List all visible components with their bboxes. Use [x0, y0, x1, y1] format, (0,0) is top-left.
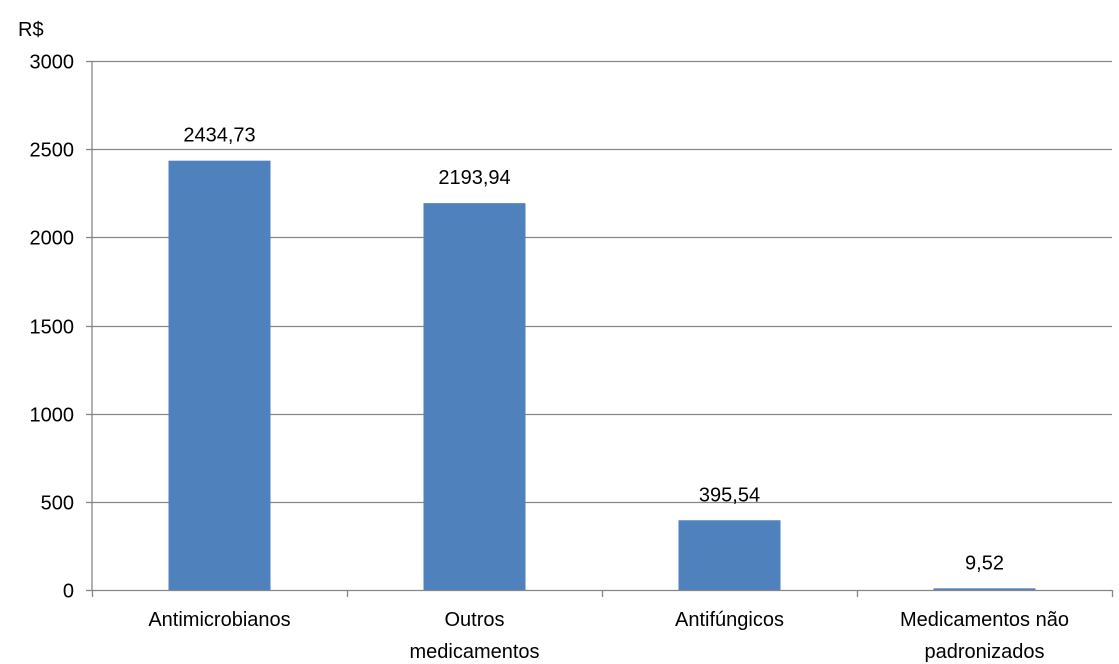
data-label: 2434,73 — [183, 125, 255, 147]
y-tick-label: 2000 — [30, 228, 75, 250]
y-tick-label: 500 — [41, 493, 74, 515]
y-axis-unit-label: R$ — [18, 19, 44, 41]
x-category-label-line: Medicamentos não — [900, 609, 1069, 631]
x-category-label-line: Outros — [444, 609, 504, 631]
data-label: 395,54 — [699, 484, 760, 506]
x-category-label-line: Antifúngicos — [675, 609, 784, 631]
x-category-label: Medicamentos não padronizados — [900, 609, 1069, 663]
data-labels: 2434,73 2193,94 395,54 9,52 — [183, 125, 1004, 575]
bar — [168, 160, 271, 590]
y-axis-ticks: 0 500 1000 1500 2000 2500 3000 — [30, 52, 92, 603]
bar — [678, 520, 781, 590]
y-tick-label: 1000 — [30, 405, 75, 427]
bar — [933, 588, 1036, 590]
y-tick-label: 2500 — [30, 140, 75, 162]
x-category-label: Outros medicamentos — [409, 609, 539, 663]
x-category-label-line: padronizados — [924, 641, 1044, 663]
data-label: 2193,94 — [438, 167, 510, 189]
y-tick-label: 0 — [63, 581, 74, 603]
data-label: 9,52 — [965, 552, 1004, 574]
bars — [168, 160, 1036, 590]
x-axis: Antimicrobianos Outros medicamentos Antifún… — [91, 61, 1114, 663]
bar — [423, 203, 526, 590]
y-tick-label: 3000 — [30, 52, 75, 74]
y-tick-label: 1500 — [30, 317, 75, 339]
x-category-label: Antimicrobianos — [148, 609, 290, 631]
x-category-label: Antifúngicos — [675, 609, 784, 631]
x-category-label-line: medicamentos — [409, 641, 539, 663]
x-category-label-line: Antimicrobianos — [148, 609, 290, 631]
